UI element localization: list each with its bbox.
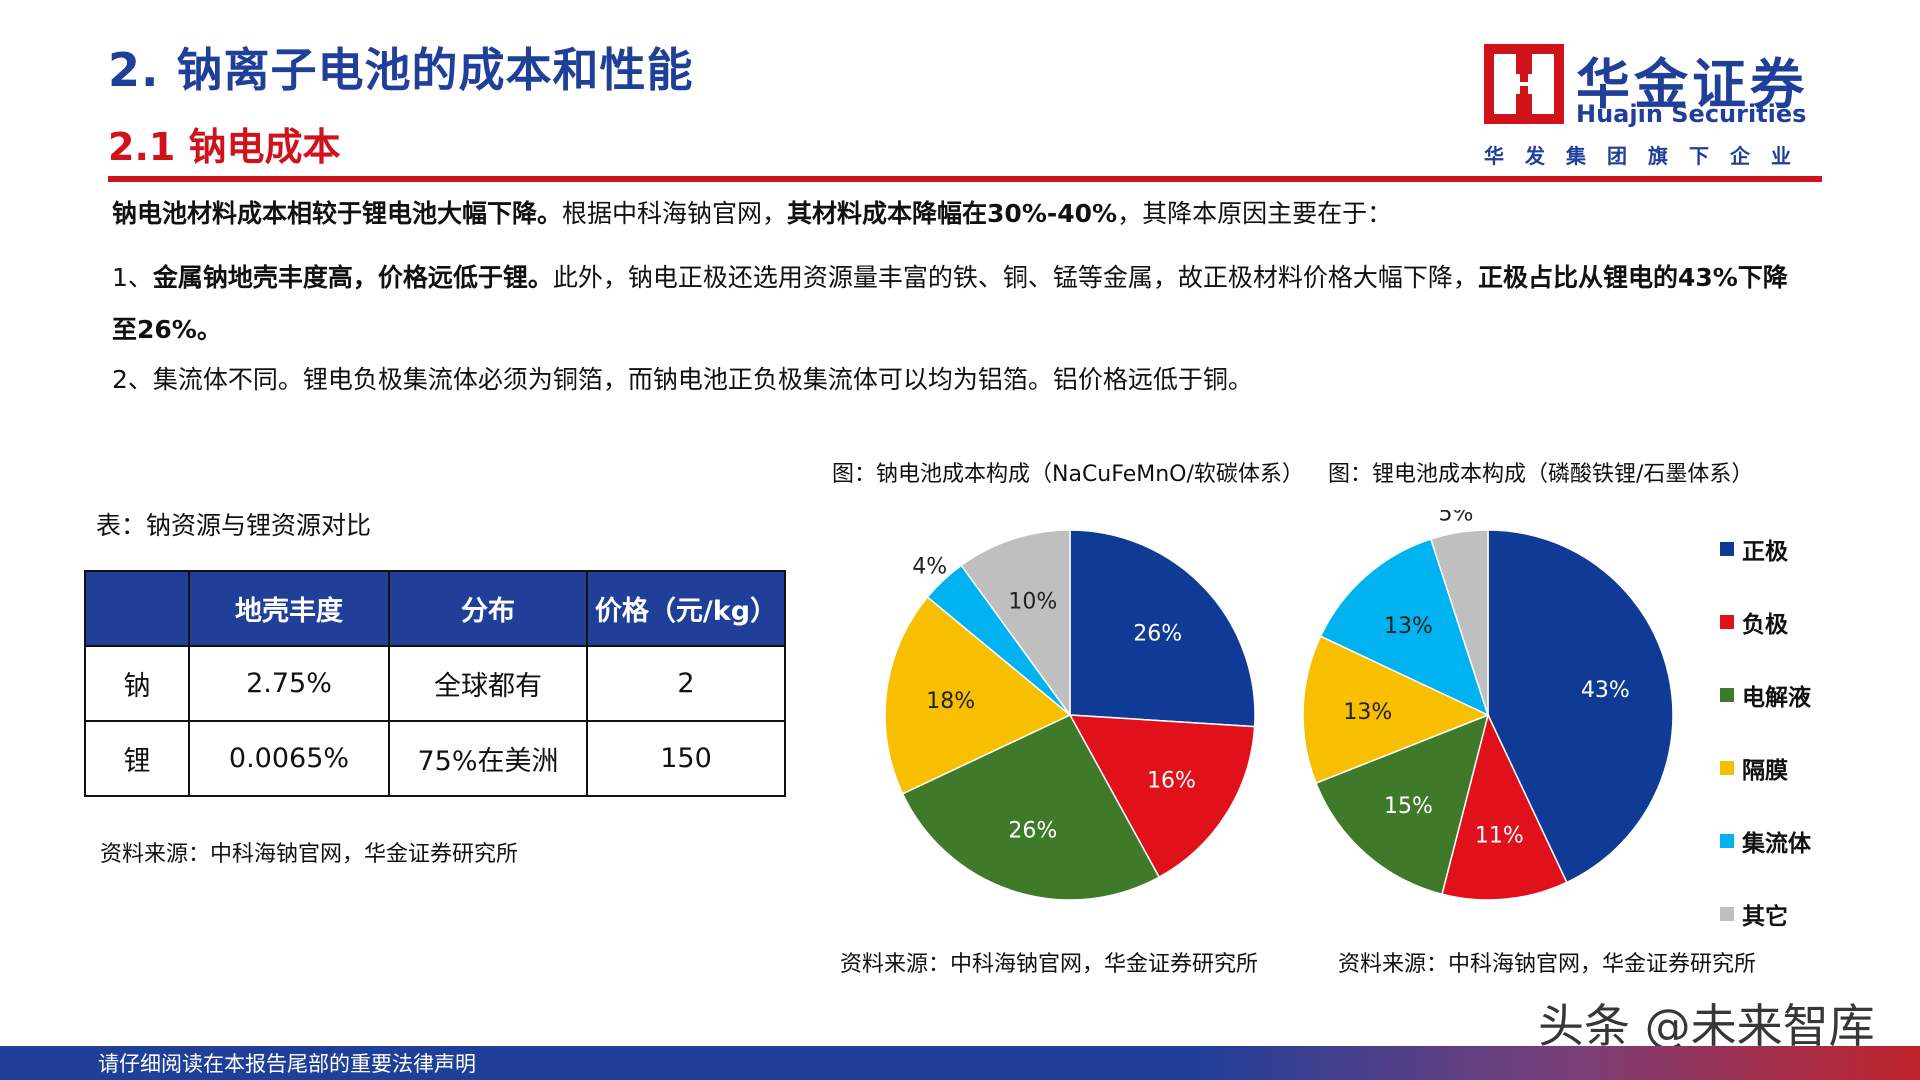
pie-data-label: 5%: [1438, 510, 1473, 527]
pie-data-label: 16%: [1147, 768, 1196, 793]
table-cell: 全球都有: [388, 645, 588, 722]
section-title: 2.1 钠电成本: [108, 125, 341, 169]
legend-label: 正极: [1742, 538, 1788, 565]
paragraph-1-bold-2: 其材料成本降幅在30%-40%: [787, 199, 1118, 228]
table-row: 钠 2.75% 全球都有 2: [84, 645, 786, 722]
huajin-logo-icon: [1484, 44, 1564, 124]
header-divider: [108, 176, 1822, 182]
paragraph-1: 钠电池材料成本相较于锂电池大幅下降。根据中科海钠官网，其材料成本降幅在30%-4…: [112, 196, 1802, 232]
logo-english-name: Huajin Securities: [1576, 100, 1807, 128]
pie-slice-电解液: [1315, 713, 1490, 896]
legend-label: 集流体: [1742, 830, 1811, 857]
paragraph-1-bold-1: 钠电池材料成本相较于锂电池大幅下降。: [112, 199, 563, 228]
legend-swatch: [1720, 687, 1734, 702]
chart-legend: 正极 负极 电解液 隔膜 集流体 其它: [1720, 512, 1811, 950]
legend-item: 正极: [1720, 512, 1811, 585]
pie-slice-负极: [1441, 712, 1568, 901]
li-chart-source: 资料来源：中科海钠官网，华金证券研究所: [1338, 952, 1757, 977]
pie-data-label: 10%: [1008, 590, 1057, 615]
pie-data-label: 11%: [1475, 824, 1524, 849]
table-cell: 0.0065%: [188, 720, 390, 797]
paragraph-2-text-1: 此外，钠电正极还选用资源量丰富的铁、铜、锰等金属，故正极材料价格大幅下降，: [552, 263, 1478, 292]
legend-label: 电解液: [1742, 684, 1811, 711]
legend-swatch: [1720, 541, 1734, 556]
paragraph-2-bold-2: 正极占比从锂电的43%下降至26%。: [112, 263, 1788, 344]
footer-bar: [0, 1046, 1920, 1080]
li-battery-pie: 43% 11% 15% 13% 13% 5%: [1302, 510, 1674, 901]
legend-label: 隔膜: [1742, 757, 1788, 784]
paragraph-3: 2、集流体不同。锂电负极集流体必须为铜箔，而钠电池正负极集流体可以均为铝箔。铝价…: [112, 365, 1253, 394]
li-chart-caption: 图：锂电池成本构成（磷酸铁锂/石墨体系）: [1328, 462, 1754, 487]
table-header-row: 地壳丰度 分布 价格（元/kg）: [84, 570, 786, 647]
pie-charts: 26% 16% 26% 18% 4% 10% 43% 11% 15% 13% 13% 5%: [884, 510, 1674, 901]
pie-data-label: 18%: [926, 689, 975, 714]
paragraph-1-text-2: ，其降本原因主要在于：: [1117, 199, 1393, 228]
na-chart-caption: 图：钠电池成本构成（NaCuFeMnO/软碳体系）: [832, 462, 1304, 487]
resource-comparison-table: 地壳丰度 分布 价格（元/kg） 钠 2.75% 全球都有 2 锂 0.0065…: [84, 570, 786, 797]
na-chart-source: 资料来源：中科海钠官网，华金证券研究所: [840, 952, 1259, 977]
table-header-cell: 分布: [388, 570, 588, 647]
paragraph-2-number: 1、: [112, 263, 153, 292]
pie-slice-电解液: [901, 714, 1161, 901]
pie-data-label: 13%: [1384, 614, 1433, 639]
pie-data-label: 15%: [1384, 794, 1433, 819]
footer-disclaimer: 请仔细阅读在本报告尾部的重要法律声明: [98, 1052, 476, 1076]
table-cell: 2.75%: [188, 645, 390, 722]
pie-slice-隔膜: [1302, 635, 1490, 785]
pie-slice-隔膜: [884, 596, 1072, 795]
legend-swatch: [1720, 833, 1734, 848]
company-logo: 华金证券 Huajin Securities 华发集团旗下企业: [1484, 44, 1807, 168]
legend-label: 负极: [1742, 611, 1788, 638]
pie-slice-其它: [960, 529, 1071, 718]
logo-subtitle: 华发集团旗下企业: [1484, 144, 1812, 168]
legend-item: 隔膜: [1720, 731, 1811, 804]
legend-item: 其它: [1720, 877, 1811, 950]
legend-swatch: [1720, 614, 1734, 629]
watermark: 头条 @未来智库: [1538, 999, 1875, 1053]
table-header-cell: [84, 570, 190, 647]
legend-item: 电解液: [1720, 658, 1811, 731]
table-cell: 150: [586, 720, 786, 797]
table-caption: 表：钠资源与锂资源对比: [96, 511, 372, 540]
paragraph-2-bold-1: 金属钠地壳丰度高，价格远低于锂。: [152, 263, 553, 292]
pie-slice-其它: [1429, 529, 1489, 716]
legend-label: 其它: [1742, 903, 1788, 930]
logo-chinese-name: 华金证券: [1576, 53, 1808, 116]
table-header-cell: 价格（元/kg）: [586, 570, 786, 647]
paragraph-2: 1、金属钠地壳丰度高，价格远低于锂。此外，钠电正极还选用资源量丰富的铁、铜、锰等…: [112, 252, 1802, 356]
pie-slice-正极: [1069, 529, 1256, 728]
pie-data-label: 13%: [1343, 700, 1392, 725]
legend-swatch: [1720, 906, 1734, 921]
table-cell: 钠: [84, 645, 190, 722]
pie-data-label: 26%: [1008, 818, 1057, 843]
legend-swatch: [1720, 760, 1734, 775]
table-source: 资料来源：中科海钠官网，华金证券研究所: [100, 842, 519, 867]
pie-data-label: 43%: [1581, 678, 1630, 703]
table-cell: 2: [586, 645, 786, 722]
pie-data-label: 4%: [912, 555, 947, 580]
legend-item: 负极: [1720, 585, 1811, 658]
pie-slice-集流体: [1319, 538, 1490, 717]
table-row: 锂 0.0065% 75%在美洲 150: [84, 720, 786, 797]
paragraph-1-text-1: 根据中科海钠官网，: [562, 199, 788, 228]
page-title: 2. 钠离子电池的成本和性能: [108, 43, 694, 97]
legend-item: 集流体: [1720, 804, 1811, 877]
na-battery-pie: 26% 16% 26% 18% 4% 10%: [884, 529, 1256, 901]
pie-slice-负极: [1068, 714, 1256, 879]
table-header-cell: 地壳丰度: [188, 570, 390, 647]
pie-slice-正极: [1487, 529, 1674, 884]
pie-data-label: 26%: [1133, 622, 1182, 647]
table-cell: 75%在美洲: [388, 720, 588, 797]
table-cell: 锂: [84, 720, 190, 797]
